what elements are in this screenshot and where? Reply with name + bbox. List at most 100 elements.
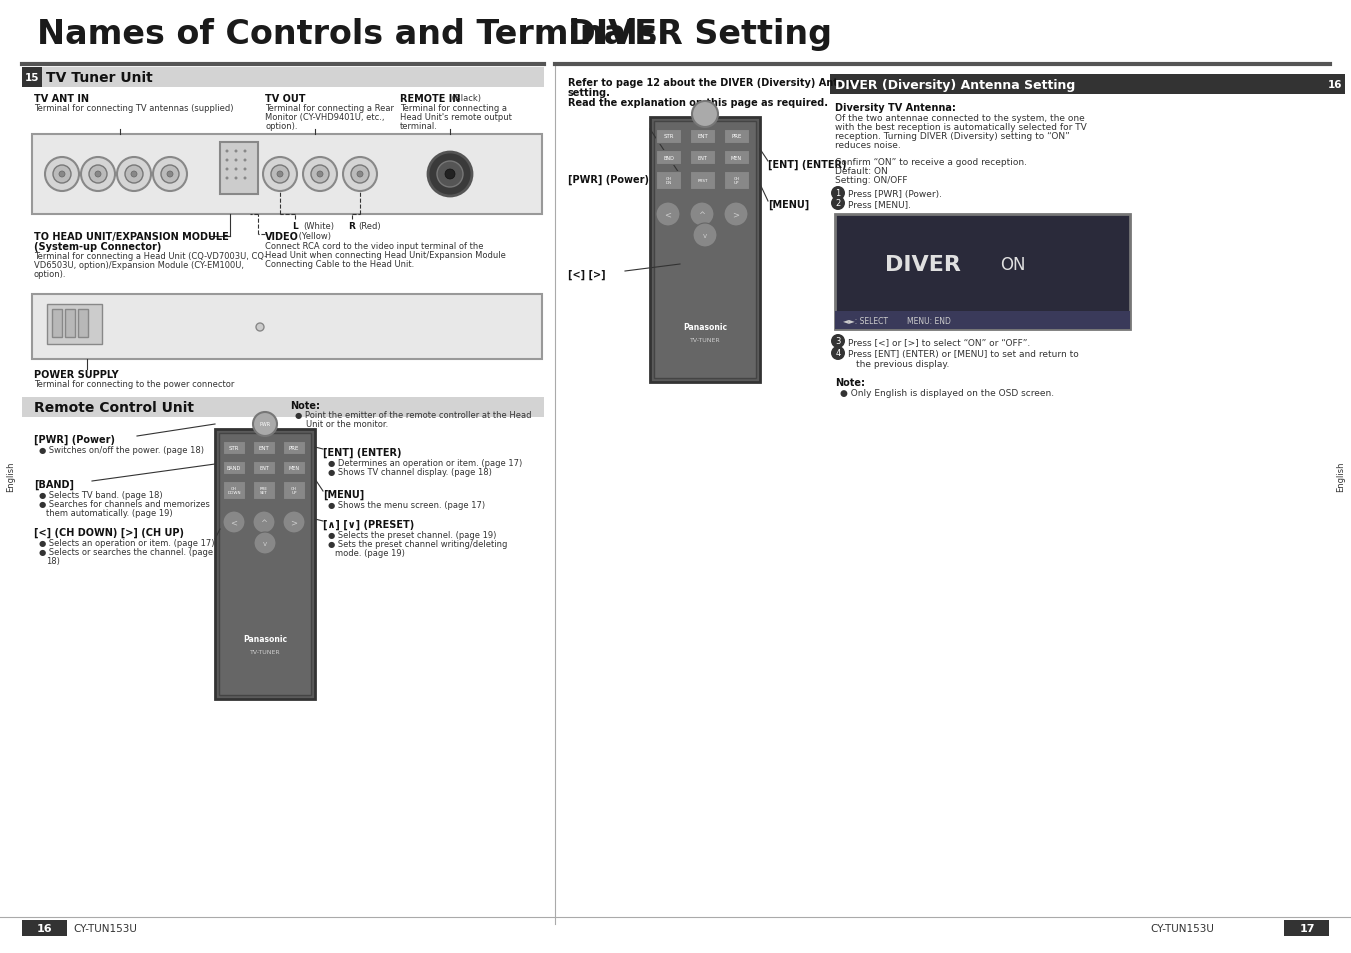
Text: STR: STR xyxy=(663,134,674,139)
Text: VD6503U, option)/Expansion Module (CY-EM100U,: VD6503U, option)/Expansion Module (CY-EM… xyxy=(34,261,245,270)
Text: PRST: PRST xyxy=(697,179,708,183)
Text: BND: BND xyxy=(663,155,674,160)
Text: ^: ^ xyxy=(698,211,705,219)
Text: English: English xyxy=(7,461,15,492)
Text: PRE: PRE xyxy=(731,134,742,139)
Circle shape xyxy=(253,413,277,436)
Text: ENT: ENT xyxy=(259,465,269,471)
Text: PWR: PWR xyxy=(259,422,270,427)
Text: [PWR] (Power): [PWR] (Power) xyxy=(34,435,115,445)
Text: reception. Turning DIVER (Diversity) setting to “ON”: reception. Turning DIVER (Diversity) set… xyxy=(835,132,1070,141)
Text: Panasonic: Panasonic xyxy=(684,323,727,333)
Bar xyxy=(282,441,305,455)
Text: 16: 16 xyxy=(36,923,51,933)
Circle shape xyxy=(243,169,246,172)
Bar xyxy=(724,151,748,165)
Bar xyxy=(22,397,544,417)
Text: 2: 2 xyxy=(835,199,840,209)
Text: PRE
SET: PRE SET xyxy=(259,486,267,495)
Text: TV OUT: TV OUT xyxy=(265,94,305,104)
Circle shape xyxy=(282,512,305,534)
Text: the previous display.: the previous display. xyxy=(857,359,950,369)
Circle shape xyxy=(235,159,238,162)
Circle shape xyxy=(243,177,246,180)
Text: Connect RCA cord to the video input terminal of the: Connect RCA cord to the video input term… xyxy=(265,242,484,251)
Text: Terminal for connecting a Head Unit (CQ-VD7003U, CQ-: Terminal for connecting a Head Unit (CQ-… xyxy=(34,252,267,261)
Text: ● Switches on/off the power. (page 18): ● Switches on/off the power. (page 18) xyxy=(39,446,204,455)
Text: Confirm “ON” to receive a good reception.: Confirm “ON” to receive a good reception… xyxy=(835,158,1027,167)
Circle shape xyxy=(254,533,276,555)
Circle shape xyxy=(243,151,246,153)
Text: Setting: ON/OFF: Setting: ON/OFF xyxy=(835,175,908,185)
Text: Default: ON: Default: ON xyxy=(835,167,888,175)
Text: ● Selects the preset channel. (page 19): ● Selects the preset channel. (page 19) xyxy=(328,531,496,539)
Bar xyxy=(51,310,62,337)
Text: TV ANT IN: TV ANT IN xyxy=(34,94,89,104)
Text: Head Unit's remote output: Head Unit's remote output xyxy=(400,112,512,122)
Circle shape xyxy=(724,203,748,227)
Text: Refer to page 12 about the DIVER (Diversity) Antenna: Refer to page 12 about the DIVER (Divers… xyxy=(567,78,865,88)
Bar xyxy=(654,122,757,378)
Circle shape xyxy=(444,170,455,180)
Bar xyxy=(219,434,311,696)
Text: terminal.: terminal. xyxy=(400,122,438,131)
Text: ● Selects an operation or item. (page 17): ● Selects an operation or item. (page 17… xyxy=(39,538,215,547)
Text: [PWR] (Power): [PWR] (Power) xyxy=(567,174,648,185)
Bar xyxy=(724,130,748,144)
Bar xyxy=(690,172,715,190)
Circle shape xyxy=(693,224,717,248)
Text: STR: STR xyxy=(228,446,239,451)
Circle shape xyxy=(223,512,245,534)
Bar xyxy=(78,310,88,337)
Text: Names of Controls and Terminals: Names of Controls and Terminals xyxy=(36,18,658,51)
Text: (Black): (Black) xyxy=(449,94,481,103)
Text: ● Selects or searches the channel. (page: ● Selects or searches the channel. (page xyxy=(39,547,213,557)
Circle shape xyxy=(831,187,844,201)
Bar xyxy=(282,481,305,499)
Text: >: > xyxy=(732,211,739,219)
Text: v: v xyxy=(263,540,267,546)
Text: Press [<] or [>] to select “ON” or “OFF”.: Press [<] or [>] to select “ON” or “OFF”… xyxy=(848,337,1031,347)
Text: Press [ENT] (ENTER) or [MENU] to set and return to: Press [ENT] (ENTER) or [MENU] to set and… xyxy=(848,350,1078,358)
Text: ENT: ENT xyxy=(258,446,269,451)
Text: Press [MENU].: Press [MENU]. xyxy=(848,200,911,209)
Text: CH
DOWN: CH DOWN xyxy=(227,486,240,495)
Text: 15: 15 xyxy=(24,73,39,83)
Text: CH
UP: CH UP xyxy=(290,486,297,495)
Text: Of the two antennae connected to the system, the one: Of the two antennae connected to the sys… xyxy=(835,113,1085,123)
Text: Panasonic: Panasonic xyxy=(243,635,286,644)
Text: <: < xyxy=(665,211,671,219)
Text: ● Sets the preset channel writing/deleting: ● Sets the preset channel writing/deleti… xyxy=(328,539,508,548)
Circle shape xyxy=(831,335,844,349)
Text: Connecting Cable to the Head Unit.: Connecting Cable to the Head Unit. xyxy=(265,260,415,269)
Circle shape xyxy=(161,166,178,184)
Text: [MENU]: [MENU] xyxy=(323,490,365,499)
Text: 3: 3 xyxy=(835,337,840,346)
Text: Remote Control Unit: Remote Control Unit xyxy=(34,400,195,415)
Circle shape xyxy=(303,158,336,192)
Circle shape xyxy=(59,172,65,178)
Circle shape xyxy=(226,151,228,153)
Text: MEN: MEN xyxy=(731,155,742,160)
Bar xyxy=(657,130,681,144)
Circle shape xyxy=(235,151,238,153)
Text: CY-TUN153U: CY-TUN153U xyxy=(1150,923,1215,933)
Circle shape xyxy=(89,166,107,184)
Circle shape xyxy=(831,196,844,211)
Text: mode. (page 19): mode. (page 19) xyxy=(335,548,405,558)
Text: English: English xyxy=(1336,461,1346,492)
Bar xyxy=(690,151,715,165)
Circle shape xyxy=(831,347,844,360)
Text: them automatically. (page 19): them automatically. (page 19) xyxy=(46,509,173,517)
Circle shape xyxy=(226,177,228,180)
Circle shape xyxy=(53,166,72,184)
Text: Terminal for connecting TV antennas (supplied): Terminal for connecting TV antennas (sup… xyxy=(34,104,234,112)
Bar xyxy=(65,310,76,337)
Circle shape xyxy=(126,166,143,184)
Text: option).: option). xyxy=(265,122,297,131)
Text: (Red): (Red) xyxy=(358,222,381,231)
Text: with the best reception is automatically selected for TV: with the best reception is automatically… xyxy=(835,123,1086,132)
Text: L: L xyxy=(292,222,297,231)
Text: <: < xyxy=(231,518,238,527)
Text: BAND: BAND xyxy=(227,465,240,471)
